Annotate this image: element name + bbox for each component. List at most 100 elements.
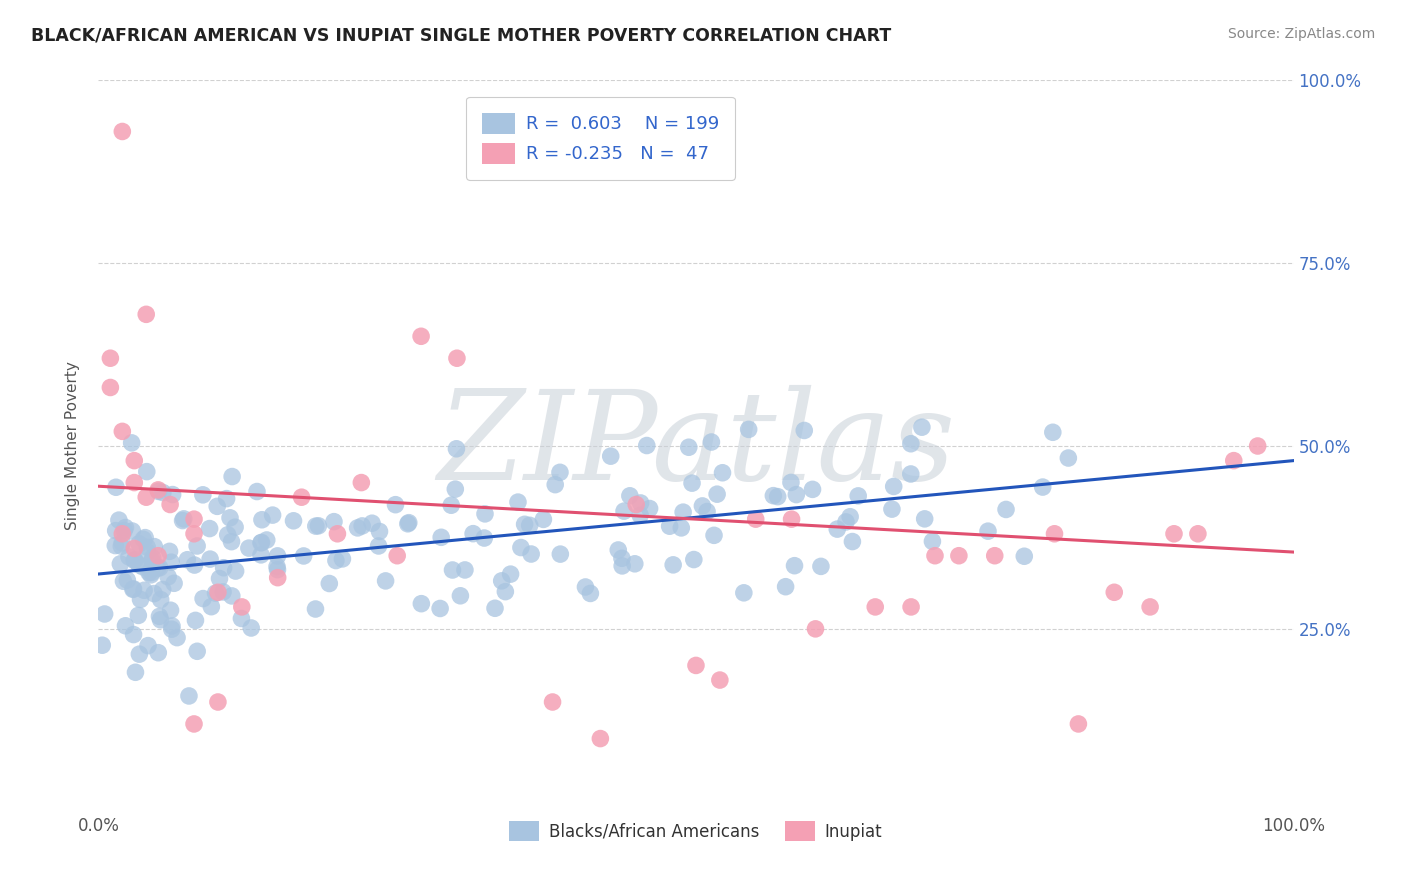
- Point: [1043, 526, 1066, 541]
- Point: [491, 574, 513, 588]
- Point: [636, 438, 658, 452]
- Point: [238, 541, 260, 555]
- Point: [149, 613, 172, 627]
- Point: [610, 551, 633, 566]
- Point: [142, 550, 165, 565]
- Y-axis label: Single Mother Poverty: Single Mother Poverty: [65, 361, 80, 531]
- Point: [124, 665, 146, 680]
- Point: [141, 566, 163, 580]
- Point: [396, 516, 419, 531]
- Point: [146, 561, 169, 575]
- Point: [544, 477, 567, 491]
- Point: [152, 485, 174, 500]
- Point: [250, 548, 273, 562]
- Point: [623, 557, 645, 571]
- Point: [148, 483, 170, 497]
- Point: [921, 534, 943, 549]
- Point: [658, 519, 681, 533]
- Point: [266, 563, 288, 577]
- Point: [977, 524, 1000, 538]
- Point: [198, 522, 221, 536]
- Point: [825, 522, 848, 536]
- Point: [709, 673, 731, 687]
- Point: [613, 504, 636, 518]
- Point: [160, 555, 183, 569]
- Point: [122, 582, 145, 596]
- Point: [231, 599, 253, 614]
- Point: [494, 584, 516, 599]
- Point: [766, 490, 789, 504]
- Point: [696, 504, 718, 518]
- Point: [780, 512, 803, 526]
- Point: [1032, 480, 1054, 494]
- Point: [692, 499, 714, 513]
- Point: [176, 553, 198, 567]
- Point: [111, 124, 134, 138]
- Point: [1223, 453, 1246, 467]
- Point: [841, 534, 863, 549]
- Point: [205, 500, 228, 514]
- Point: [398, 516, 420, 530]
- Point: [430, 530, 453, 544]
- Point: [212, 585, 235, 599]
- Point: [914, 512, 936, 526]
- Point: [143, 540, 166, 554]
- Point: [368, 524, 391, 539]
- Point: [132, 533, 155, 547]
- Point: [307, 518, 329, 533]
- Point: [183, 512, 205, 526]
- Point: [323, 515, 346, 529]
- Point: [304, 602, 326, 616]
- Point: [548, 466, 571, 480]
- Point: [98, 380, 122, 394]
- Point: [98, 351, 122, 366]
- Point: [157, 570, 180, 584]
- Point: [472, 531, 495, 545]
- Point: [159, 544, 181, 558]
- Point: [682, 552, 704, 566]
- Point: [883, 479, 905, 493]
- Point: [793, 424, 815, 438]
- Point: [1042, 425, 1064, 440]
- Point: [506, 495, 529, 509]
- Point: [1163, 526, 1185, 541]
- Point: [221, 589, 243, 603]
- Point: [110, 557, 132, 571]
- Point: [762, 489, 785, 503]
- Point: [361, 516, 384, 531]
- Point: [638, 501, 661, 516]
- Point: [292, 549, 315, 563]
- Point: [124, 553, 146, 567]
- Point: [250, 513, 273, 527]
- Point: [132, 583, 155, 598]
- Point: [240, 621, 263, 635]
- Point: [128, 647, 150, 661]
- Point: [132, 559, 155, 574]
- Point: [461, 526, 484, 541]
- Point: [104, 524, 127, 538]
- Point: [385, 549, 409, 563]
- Point: [835, 515, 858, 529]
- Point: [531, 512, 554, 526]
- Point: [256, 533, 278, 547]
- Point: [266, 549, 288, 563]
- Point: [149, 561, 172, 575]
- Point: [212, 560, 235, 574]
- Point: [626, 498, 648, 512]
- Point: [191, 591, 214, 606]
- Point: [225, 564, 247, 578]
- Point: [104, 480, 127, 494]
- Point: [444, 482, 467, 496]
- Point: [810, 559, 832, 574]
- Point: [995, 502, 1018, 516]
- Point: [177, 689, 200, 703]
- Point: [138, 566, 160, 580]
- Point: [207, 585, 229, 599]
- Point: [128, 558, 150, 572]
- Point: [200, 599, 222, 614]
- Point: [780, 475, 803, 490]
- Point: [499, 567, 522, 582]
- Point: [124, 475, 146, 490]
- Point: [148, 484, 170, 499]
- Point: [628, 508, 651, 523]
